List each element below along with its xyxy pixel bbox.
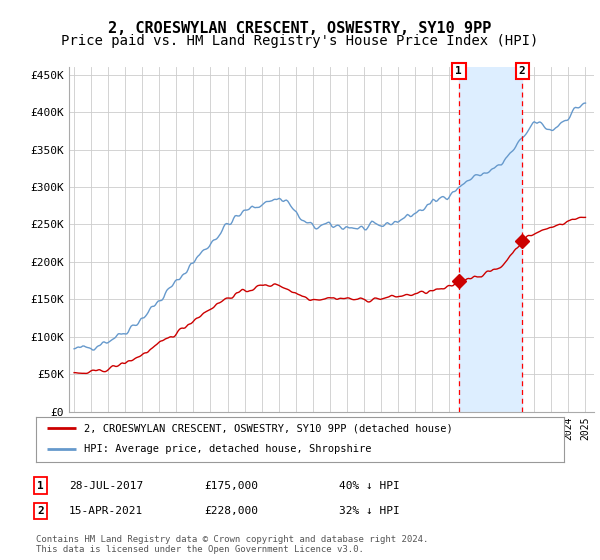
Text: 2: 2 <box>519 66 526 76</box>
Text: 1: 1 <box>37 480 44 491</box>
Text: HPI: Average price, detached house, Shropshire: HPI: Average price, detached house, Shro… <box>83 445 371 455</box>
Bar <box>459 67 522 412</box>
Text: Contains HM Land Registry data © Crown copyright and database right 2024.
This d: Contains HM Land Registry data © Crown c… <box>36 535 428 554</box>
Text: Price paid vs. HM Land Registry's House Price Index (HPI): Price paid vs. HM Land Registry's House … <box>61 34 539 48</box>
Text: 1: 1 <box>455 66 462 76</box>
Text: 2: 2 <box>37 506 44 516</box>
Text: 28-JUL-2017: 28-JUL-2017 <box>69 480 143 491</box>
Text: 2, CROESWYLAN CRESCENT, OSWESTRY, SY10 9PP (detached house): 2, CROESWYLAN CRESCENT, OSWESTRY, SY10 9… <box>83 423 452 433</box>
Text: 32% ↓ HPI: 32% ↓ HPI <box>339 506 400 516</box>
Text: £175,000: £175,000 <box>204 480 258 491</box>
Text: 2, CROESWYLAN CRESCENT, OSWESTRY, SY10 9PP: 2, CROESWYLAN CRESCENT, OSWESTRY, SY10 9… <box>109 21 491 36</box>
Text: £228,000: £228,000 <box>204 506 258 516</box>
Text: 15-APR-2021: 15-APR-2021 <box>69 506 143 516</box>
Text: 40% ↓ HPI: 40% ↓ HPI <box>339 480 400 491</box>
